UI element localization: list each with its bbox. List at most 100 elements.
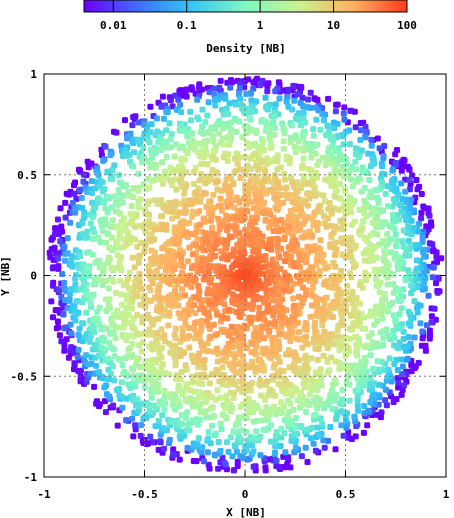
scatter-point	[425, 292, 432, 299]
scatter-point	[132, 361, 139, 368]
scatter-point	[68, 256, 75, 263]
scatter-point	[203, 414, 210, 421]
scatter-point	[392, 231, 399, 238]
scatter-point	[313, 169, 320, 176]
scatter-point	[159, 245, 166, 252]
scatter-point	[219, 364, 226, 371]
scatter-point	[304, 180, 311, 187]
scatter-point	[121, 368, 128, 375]
scatter-point	[212, 102, 219, 109]
scatter-point	[127, 353, 134, 360]
scatter-point	[75, 347, 82, 353]
scatter-point	[152, 132, 159, 139]
scatter-point	[269, 297, 276, 304]
scatter-point	[296, 395, 303, 402]
scatter-point	[142, 384, 149, 391]
scatter-point	[368, 189, 374, 196]
scatter-point	[233, 194, 240, 201]
scatter-point	[249, 358, 256, 365]
scatter-point	[214, 387, 221, 394]
scatter-point	[210, 321, 217, 328]
scatter-point	[327, 331, 334, 338]
scatter-point	[193, 331, 200, 338]
scatter-point	[135, 187, 142, 194]
scatter-point	[305, 384, 312, 391]
scatter-point	[113, 290, 120, 296]
scatter-point	[285, 215, 292, 222]
scatter-point	[348, 221, 355, 228]
scatter-point	[182, 88, 189, 94]
scatter-point	[429, 241, 436, 248]
scatter-point	[393, 243, 399, 250]
scatter-point	[179, 286, 186, 293]
scatter-point	[281, 130, 288, 137]
scatter-point	[187, 387, 194, 394]
scatter-point	[346, 335, 353, 342]
scatter-point	[291, 302, 298, 309]
scatter-point	[264, 160, 271, 167]
scatter-point	[300, 284, 307, 291]
scatter-point	[195, 355, 202, 362]
scatter-point	[250, 448, 257, 455]
scatter-point	[231, 155, 238, 162]
scatter-point	[300, 103, 307, 110]
scatter-point	[230, 428, 237, 435]
scatter-point	[367, 380, 374, 387]
scatter-point	[266, 126, 273, 133]
scatter-point	[175, 302, 182, 309]
scatter-point	[343, 351, 350, 358]
scatter-point	[335, 286, 342, 293]
scatter-point	[196, 177, 203, 184]
scatter-point	[186, 395, 193, 402]
scatter-point	[312, 447, 319, 454]
scatter-point	[327, 392, 333, 399]
x-axis-label: X [NB]	[226, 506, 266, 518]
scatter-point	[80, 171, 87, 178]
scatter-point	[385, 366, 392, 373]
scatter-point	[264, 269, 271, 276]
scatter-point	[88, 178, 95, 185]
scatter-point	[166, 120, 173, 127]
scatter-point	[257, 82, 264, 89]
scatter-point	[129, 324, 136, 331]
scatter-point	[359, 368, 366, 375]
scatter-point	[71, 190, 78, 197]
scatter-point	[142, 303, 149, 310]
scatter-point	[390, 211, 396, 218]
scatter-point	[180, 263, 187, 270]
scatter-point	[394, 367, 401, 373]
scatter-point	[279, 305, 286, 312]
scatter-point	[189, 373, 196, 380]
scatter-point	[352, 124, 359, 131]
scatter-point	[308, 302, 315, 309]
scatter-point	[224, 315, 231, 322]
scatter-point	[126, 269, 133, 276]
scatter-point	[103, 239, 110, 246]
scatter-point	[198, 300, 205, 307]
scatter-point	[431, 305, 438, 312]
scatter-point	[341, 199, 348, 206]
scatter-point	[262, 168, 269, 175]
scatter-point	[303, 426, 310, 433]
scatter-point	[139, 159, 145, 166]
scatter-point	[223, 245, 230, 252]
scatter-point	[361, 374, 368, 381]
scatter-point	[239, 427, 245, 434]
scatter-point	[352, 145, 359, 152]
scatter-point	[353, 349, 359, 356]
scatter-point	[346, 242, 353, 249]
scatter-point	[123, 241, 130, 248]
scatter-point	[146, 198, 152, 205]
x-tick-label: -1	[37, 488, 51, 501]
scatter-point	[208, 212, 215, 219]
scatter-point	[226, 375, 233, 382]
scatter-point	[299, 344, 306, 351]
scatter-point	[242, 153, 249, 160]
scatter-point	[374, 187, 381, 194]
scatter-point	[130, 194, 137, 201]
scatter-point	[178, 270, 185, 276]
scatter-point	[162, 370, 169, 376]
scatter-point	[201, 145, 208, 151]
colorbar-tick-label: 0.01	[100, 19, 127, 32]
scatter-point	[50, 314, 56, 321]
